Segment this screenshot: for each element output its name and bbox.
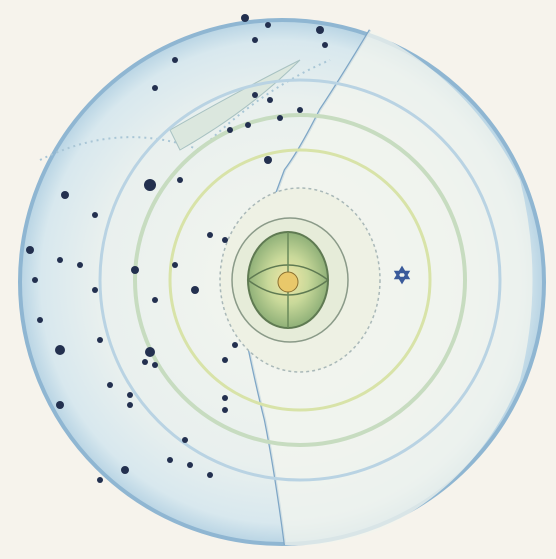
star-symbol <box>393 265 411 285</box>
star <box>207 232 213 238</box>
star <box>142 359 148 365</box>
star <box>252 37 258 43</box>
star <box>265 22 271 28</box>
star <box>152 85 158 91</box>
ring <box>133 113 467 447</box>
star <box>152 362 158 368</box>
stars <box>26 14 328 483</box>
star <box>97 337 103 343</box>
star <box>277 115 283 121</box>
star <box>32 277 38 283</box>
star <box>177 177 183 183</box>
star <box>152 297 158 303</box>
star <box>37 317 43 323</box>
star <box>222 237 228 243</box>
star <box>131 266 139 274</box>
star <box>222 357 228 363</box>
star <box>144 179 156 191</box>
star <box>264 156 272 164</box>
ring <box>168 148 432 412</box>
star <box>55 345 65 355</box>
star <box>316 26 324 34</box>
star <box>297 107 303 113</box>
star <box>241 14 249 22</box>
eye-lid <box>246 264 330 296</box>
star <box>107 382 113 388</box>
star <box>127 402 133 408</box>
star <box>167 457 173 463</box>
star <box>127 392 133 398</box>
star <box>26 246 34 254</box>
ring <box>98 78 502 482</box>
star <box>92 287 98 293</box>
star <box>56 401 64 409</box>
star <box>92 212 98 218</box>
star <box>61 191 69 199</box>
star <box>222 407 228 413</box>
star <box>172 262 178 268</box>
star <box>252 92 258 98</box>
star <box>322 42 328 48</box>
star <box>267 97 273 103</box>
star <box>227 127 233 133</box>
star <box>97 477 103 483</box>
star <box>232 342 238 348</box>
star <box>182 437 188 443</box>
star <box>145 347 155 357</box>
star <box>121 466 129 474</box>
star <box>57 257 63 263</box>
star <box>187 462 193 468</box>
star <box>77 262 83 268</box>
star <box>245 122 251 128</box>
star <box>172 57 178 63</box>
star <box>222 395 228 401</box>
star <box>207 472 213 478</box>
star <box>191 286 199 294</box>
pupil <box>277 271 299 293</box>
